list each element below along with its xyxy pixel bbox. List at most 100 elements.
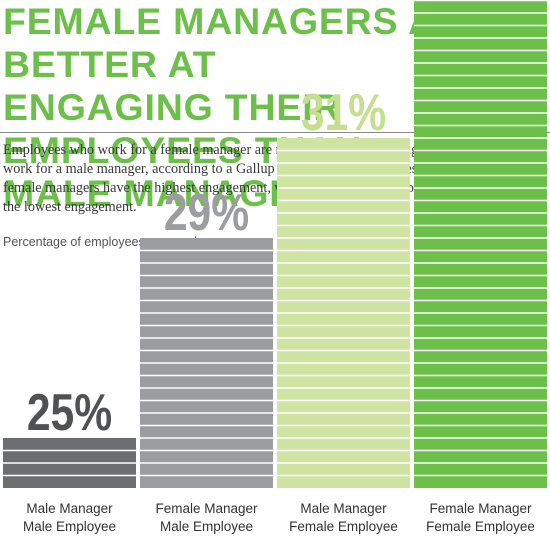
category-label-4-line-2: Female Employee (426, 519, 535, 534)
title-line-1: FEMALE MANAGERS ARE BETTER AT (3, 0, 490, 85)
bar-3-stripe (277, 212, 410, 214)
value-label-2: 29% (164, 184, 249, 242)
category-label-1-line-2: Male Employee (23, 519, 116, 534)
bar-2-stripe (140, 412, 273, 414)
bar-4-stripe (414, 412, 547, 414)
bar-4-stripe (414, 424, 547, 427)
bar-2-stripe (140, 437, 273, 439)
bar-3-stripe (277, 174, 410, 177)
bar-2-stripe (140, 249, 273, 252)
bar-4-stripe (414, 312, 547, 314)
bar-4-stripe (414, 237, 547, 239)
bar-4-stripe (414, 199, 547, 202)
bar-4-stripe (414, 24, 547, 27)
bar-3-stripe (277, 362, 410, 364)
bar-4-stripe (414, 299, 547, 302)
bar-4-stripe (414, 37, 547, 39)
bar-3-stripe (277, 224, 410, 227)
bar-4-stripe (414, 12, 547, 14)
bar-2-stripe (140, 399, 273, 402)
bar-2-stripe (140, 462, 273, 464)
bar-3-stripe (277, 324, 410, 327)
bar-3-stripe (277, 374, 410, 377)
value-label-3: 31% (301, 84, 386, 142)
bar-4-stripe (414, 324, 547, 327)
bar-2-stripe (140, 299, 273, 302)
bar-3-stripe (277, 424, 410, 427)
bar-4-stripe (414, 112, 547, 114)
bar-2-stripe (140, 312, 273, 314)
bar-4-stripe (414, 249, 547, 252)
bar-3-stripe (277, 162, 410, 164)
bar-4-stripe (414, 449, 547, 452)
bar-4-stripe (414, 362, 547, 364)
bar-3-stripe (277, 387, 410, 389)
bar-4-stripe (414, 87, 547, 89)
bar-3-stripe (277, 474, 410, 477)
bar-4-stripe (414, 62, 547, 64)
bar-4 (414, 0, 547, 488)
bar-4-stripe (414, 274, 547, 277)
bar-2-stripe (140, 424, 273, 427)
bar-3-stripe (277, 262, 410, 264)
page-title: FEMALE MANAGERS ARE BETTER AT ENGAGING T… (3, 0, 548, 215)
bar-2-stripe (140, 449, 273, 452)
bar-2-stripe (140, 337, 273, 339)
bar-2-stripe (140, 262, 273, 264)
bar-3-stripe (277, 462, 410, 464)
bar-3-stripe (277, 199, 410, 202)
bar-3-stripe (277, 149, 410, 152)
bar-4-stripe (414, 212, 547, 214)
bar-4-stripe (414, 262, 547, 264)
bar-3-stripe (277, 337, 410, 339)
bar-3-stripe (277, 237, 410, 239)
bar-4-stripe (414, 99, 547, 102)
bar-4-stripe (414, 437, 547, 439)
bar-1-stripe (3, 474, 136, 477)
bar-4-stripe (414, 474, 547, 477)
bar-2-stripe (140, 387, 273, 389)
bar-3-stripe (277, 449, 410, 452)
bar-4-stripe (414, 287, 547, 289)
bar-2-stripe (140, 274, 273, 277)
bar-3-stripe (277, 287, 410, 289)
bar-4-stripe (414, 137, 547, 139)
bar-2-stripe (140, 349, 273, 352)
bar-3-stripe (277, 349, 410, 352)
bar-2-stripe (140, 362, 273, 364)
category-label-3-line-2: Female Employee (289, 519, 398, 534)
bar-3-stripe (277, 437, 410, 439)
bar-4-stripe (414, 149, 547, 152)
bar-4-stripe (414, 74, 547, 77)
bar-4-stripe (414, 399, 547, 402)
bar-4-stripe (414, 162, 547, 164)
bar-4-stripe (414, 387, 547, 389)
bar-3-stripe (277, 412, 410, 414)
bar-4-stripe (414, 337, 547, 339)
bar-4-stripe (414, 0, 547, 2)
bar-4-stripe (414, 462, 547, 464)
bar-1-stripe (3, 449, 136, 452)
bar-3-stripe (277, 299, 410, 302)
bar-2-stripe (140, 287, 273, 289)
title-divider (0, 132, 550, 133)
bar-3-stripe (277, 312, 410, 314)
category-label-1-line-1: Male Manager (26, 501, 113, 516)
bar-3-stripe (277, 274, 410, 277)
bar-3-stripe (277, 249, 410, 252)
bar-2-stripe (140, 474, 273, 477)
bar-3-stripe (277, 187, 410, 189)
bar-4-stripe (414, 174, 547, 177)
category-label-2-line-1: Female Manager (155, 501, 258, 516)
category-label-4-line-1: Female Manager (429, 501, 532, 516)
category-label-2-line-2: Male Employee (160, 519, 253, 534)
bar-2-stripe (140, 374, 273, 377)
bar-1-stripe (3, 462, 136, 464)
bar-4-stripe (414, 187, 547, 189)
bar-4-stripe (414, 374, 547, 377)
value-label-1: 25% (27, 384, 112, 442)
bar-3-stripe (277, 399, 410, 402)
bar-2-stripe (140, 324, 273, 327)
category-label-3-line-1: Male Manager (300, 501, 387, 516)
